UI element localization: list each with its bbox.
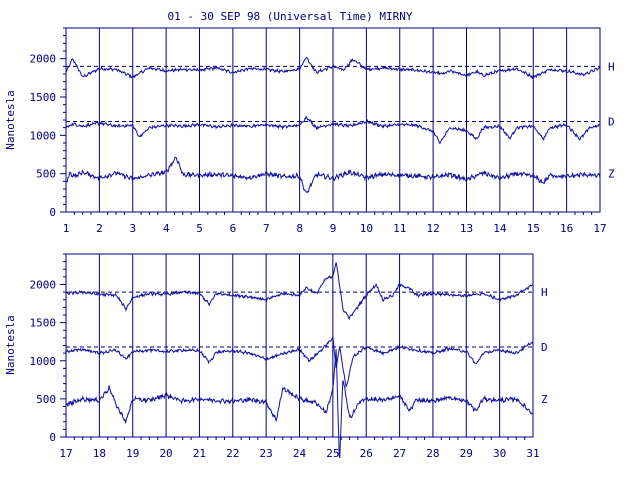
x-tick-label: 11 <box>393 222 406 235</box>
x-tick-label: 29 <box>460 447 473 460</box>
x-tick-label: 24 <box>293 447 307 460</box>
x-tick-label: 28 <box>426 447 439 460</box>
x-tick-label: 17 <box>59 447 72 460</box>
series-label-z: Z <box>541 393 548 406</box>
x-tick-label: 10 <box>360 222 373 235</box>
x-tick-label: 25 <box>326 447 339 460</box>
y-tick-label: 1500 <box>30 91 57 104</box>
x-tick-label: 5 <box>196 222 203 235</box>
x-tick-label: 12 <box>427 222 440 235</box>
x-tick-label: 22 <box>226 447 239 460</box>
series-label-h: H <box>541 286 548 299</box>
x-tick-label: 19 <box>126 447 139 460</box>
series-d-trace <box>65 336 534 388</box>
y-tick-label: 2000 <box>30 279 57 292</box>
y-tick-label: 2000 <box>30 53 57 66</box>
series-label-d: D <box>541 341 548 354</box>
x-tick-label: 21 <box>193 447 206 460</box>
x-tick-label: 4 <box>163 222 170 235</box>
x-tick-label: 18 <box>93 447 106 460</box>
y-tick-label: 1000 <box>30 129 57 142</box>
x-tick-label: 27 <box>393 447 406 460</box>
series-label-d: D <box>608 116 615 129</box>
x-tick-label: 13 <box>460 222 473 235</box>
series-h-trace <box>65 262 534 321</box>
y-tick-label: 0 <box>49 431 56 444</box>
y-axis-label: Nanotesla <box>4 90 17 150</box>
x-tick-label: 31 <box>526 447 539 460</box>
x-tick-label: 3 <box>129 222 136 235</box>
x-tick-label: 23 <box>260 447 273 460</box>
x-tick-label: 16 <box>560 222 573 235</box>
x-tick-label: 2 <box>96 222 103 235</box>
x-tick-label: 26 <box>360 447 373 460</box>
x-tick-label: 8 <box>296 222 303 235</box>
x-tick-label: 14 <box>493 222 507 235</box>
x-tick-label: 1 <box>63 222 70 235</box>
series-z-trace <box>65 156 601 194</box>
panel-top: 1 2 3 4 5 6 7 8 9 10 11 12 13 14 15 16 17050010001500200… <box>4 27 615 235</box>
y-tick-label: 500 <box>36 393 56 406</box>
x-tick-label: 7 <box>263 222 270 235</box>
x-tick-label: 17 <box>593 222 606 235</box>
series-z-trace <box>65 349 534 458</box>
x-tick-label: 9 <box>330 222 337 235</box>
x-tick-label: 20 <box>159 447 172 460</box>
y-axis-label: Nanotesla <box>4 315 17 375</box>
panel-bottom: 17 18 19 20 21 22 23 24 25 26 27 28 29 30 31 0 500 1000 15… <box>4 253 548 460</box>
series-h-trace <box>65 56 601 80</box>
y-tick-label: 1500 <box>30 317 57 330</box>
x-tick-label: 15 <box>527 222 540 235</box>
series-label-z: Z <box>608 168 615 181</box>
y-tick-label: 0 <box>49 206 56 219</box>
series-d-trace <box>65 115 601 145</box>
y-tick-label: 1000 <box>30 355 57 368</box>
series-label-h: H <box>608 60 615 73</box>
x-tick-label: 6 <box>230 222 237 235</box>
chart-title: 01 - 30 SEP 98 (Universal Time) MIRNY <box>167 10 412 23</box>
y-tick-label: 500 <box>36 168 56 181</box>
x-tick-label: 30 <box>493 447 506 460</box>
